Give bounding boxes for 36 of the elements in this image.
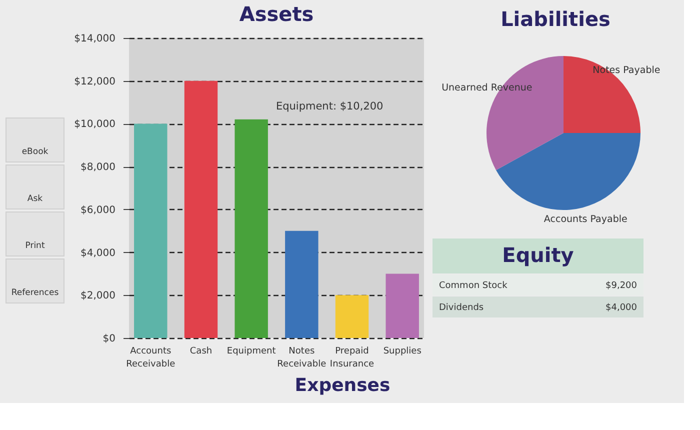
text: Dividends bbox=[439, 303, 484, 313]
text: Expenses bbox=[294, 375, 390, 396]
chart-title: Liabilities bbox=[500, 7, 610, 31]
text: $9,200 bbox=[606, 281, 638, 291]
slice-label: Accounts Payable bbox=[544, 214, 628, 226]
y-tick-label: $4,000 bbox=[80, 248, 116, 259]
x-tick-label: Cash bbox=[190, 346, 212, 356]
bar bbox=[234, 119, 268, 338]
bar bbox=[285, 230, 318, 338]
x-tick-label: Equipment bbox=[226, 346, 276, 356]
x-tick-label: Supplies bbox=[383, 346, 422, 356]
y-tick-label: $12,000 bbox=[74, 76, 116, 88]
bar bbox=[134, 124, 168, 338]
bar bbox=[386, 274, 419, 338]
text: Common Stock bbox=[439, 281, 508, 291]
text: $4,000 bbox=[606, 303, 638, 313]
text: Ask bbox=[27, 194, 43, 204]
bar bbox=[335, 295, 369, 338]
x-tick-label: Notes Receivable bbox=[277, 346, 327, 370]
bar bbox=[184, 80, 218, 338]
y-tick-label: $10,000 bbox=[74, 119, 116, 130]
y-tick-label: $2,000 bbox=[80, 290, 116, 302]
text: References bbox=[11, 288, 60, 298]
pie-slice bbox=[496, 133, 640, 210]
y-tick-label: $0 bbox=[102, 334, 116, 344]
x-tick-label: Accounts Receivable bbox=[126, 346, 176, 370]
text: eBook bbox=[22, 147, 48, 157]
y-tick-label: $6,000 bbox=[80, 204, 116, 216]
x-tick-label: Prepaid Insurance bbox=[330, 346, 375, 370]
text: Print bbox=[25, 241, 46, 251]
text: Equity bbox=[502, 243, 574, 267]
chart-title: Assets bbox=[239, 2, 314, 26]
pie-slice bbox=[486, 56, 564, 170]
y-tick-label: $14,000 bbox=[74, 34, 116, 44]
annotation: Equipment: $10,200 bbox=[276, 100, 384, 112]
y-tick-label: $8,000 bbox=[80, 162, 116, 174]
